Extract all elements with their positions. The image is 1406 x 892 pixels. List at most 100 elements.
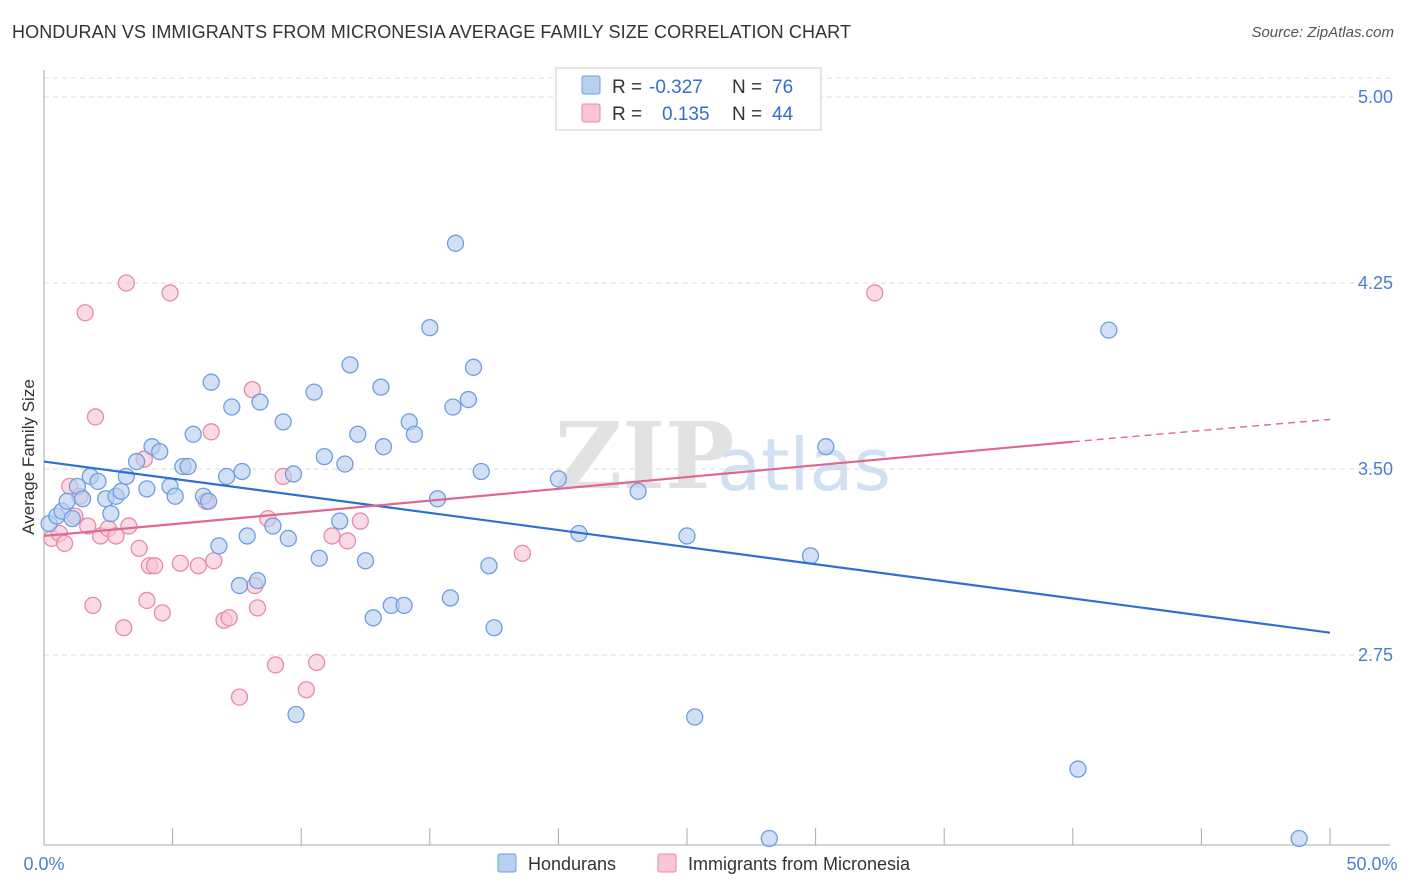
honduran-point <box>310 549 328 567</box>
micronesia-point <box>161 284 179 302</box>
honduran-point <box>341 356 359 374</box>
honduran-point <box>678 527 696 545</box>
legend-swatch-hondurans <box>581 75 601 95</box>
honduran-point <box>127 452 146 471</box>
y-tick-label: 5.00 <box>1358 87 1393 107</box>
honduran-point <box>279 529 297 548</box>
honduran-point <box>230 576 249 595</box>
honduran-point <box>372 378 390 396</box>
legend-n-value-micronesia: 44 <box>772 104 794 125</box>
honduran-point <box>441 589 460 607</box>
legend-swatch-micronesia <box>581 103 601 123</box>
honduran-point <box>151 442 169 461</box>
honduran-point <box>405 425 424 443</box>
honduran-point <box>472 462 490 481</box>
honduran-point <box>485 619 503 637</box>
honduran-point <box>202 373 220 391</box>
micronesia-point <box>243 380 261 399</box>
bottom-legend-label-micronesia: Immigrants from Micronesia <box>688 854 911 874</box>
honduran-point <box>395 596 413 615</box>
micronesia-point <box>307 653 326 672</box>
gridlines <box>44 77 1390 656</box>
y-tick-label: 2.75 <box>1358 645 1393 665</box>
chart-title: HONDURAN VS IMMIGRANTS FROM MICRONESIA A… <box>12 22 852 42</box>
honduran-point <box>210 537 228 555</box>
x-tick-label-max: 50.0% <box>1346 854 1397 874</box>
honduran-point <box>73 490 92 508</box>
micronesia-point <box>866 284 884 302</box>
honduran-point <box>356 552 375 570</box>
micronesia-point <box>145 557 164 575</box>
micronesia-point <box>107 527 125 545</box>
honduran-point <box>264 517 282 535</box>
honduran-point <box>112 482 130 500</box>
micronesia-point <box>55 534 74 553</box>
honduran-point <box>248 571 267 590</box>
micronesia-point <box>297 681 315 699</box>
honduran-point <box>336 455 354 473</box>
micronesia-point <box>220 609 238 627</box>
trend-lines <box>43 418 1331 634</box>
bottom-legend-swatch-hondurans <box>497 853 517 873</box>
micronesia-point <box>153 604 171 622</box>
micronesia-point <box>338 532 357 550</box>
y-tick-labels: 2.75 3.50 4.25 5.00 <box>1358 87 1393 665</box>
honduran-point <box>251 393 269 411</box>
honduran-point <box>686 708 704 726</box>
honduran-point <box>374 438 393 456</box>
micronesia-point <box>230 688 249 706</box>
micronesia-point <box>138 591 156 610</box>
honduran-point <box>223 398 241 416</box>
micronesia-point <box>84 596 102 615</box>
y-axis-label: Average Family Size <box>19 379 38 535</box>
legend-n-value-hondurans: 76 <box>772 77 793 98</box>
legend-n-label-hondurans: N = <box>732 77 762 98</box>
watermark-atlas: atlas <box>717 423 891 507</box>
honduran-point <box>102 504 120 523</box>
micronesia-point <box>202 423 220 441</box>
legend-r-value-hondurans: -0.327 <box>649 77 703 98</box>
honduran-point <box>364 609 382 627</box>
honduran-point <box>549 470 568 488</box>
honduran-point <box>331 512 349 530</box>
honduran-point <box>138 480 156 498</box>
micronesia-point <box>115 619 133 637</box>
micronesia-point <box>189 557 207 575</box>
x-tick-label-min: 0.0% <box>23 854 64 874</box>
micronesia-point <box>205 552 223 570</box>
micronesia-trend-extension <box>1072 418 1331 443</box>
honduran-point <box>217 467 236 486</box>
micronesia-trend-line <box>43 440 1073 538</box>
micronesia-point <box>79 517 97 535</box>
honduran-point <box>464 358 483 376</box>
honduran-point <box>284 465 303 483</box>
honduran-point <box>801 547 820 565</box>
micronesia-point <box>120 517 138 535</box>
honduran-point <box>63 509 81 528</box>
honduran-point <box>184 425 202 443</box>
micronesia-point <box>171 554 189 572</box>
bottom-legend: Hondurans Immigrants from Micronesia <box>497 853 911 874</box>
bottom-legend-label-hondurans: Hondurans <box>528 854 616 874</box>
legend-r-label-hondurans: R = <box>612 77 642 98</box>
honduran-point <box>287 705 305 724</box>
honduran-point <box>1069 760 1087 778</box>
honduran-point <box>58 492 76 510</box>
honduran-point <box>199 492 218 510</box>
micronesia-point <box>130 539 148 558</box>
bottom-legend-swatch-micronesia <box>657 853 677 873</box>
honduran-point <box>421 318 439 337</box>
micronesia-point <box>266 656 285 674</box>
honduran-point <box>238 527 256 545</box>
micronesia-point <box>86 408 105 426</box>
hondurans-trend-line <box>43 460 1331 634</box>
honduran-point <box>89 472 107 491</box>
honduran-point <box>179 457 197 476</box>
honduran-point <box>817 438 835 456</box>
y-tick-label: 4.25 <box>1358 273 1393 293</box>
honduran-point <box>166 487 184 505</box>
honduran-point <box>446 234 465 252</box>
micronesia-point <box>513 544 532 562</box>
x-axis-ticks <box>43 828 1331 845</box>
honduran-point <box>629 482 647 500</box>
